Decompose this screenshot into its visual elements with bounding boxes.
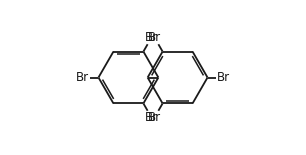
Text: Br: Br (145, 31, 158, 44)
Text: Br: Br (145, 111, 158, 124)
Text: Br: Br (148, 111, 161, 124)
Text: Br: Br (148, 31, 161, 44)
Text: Br: Br (76, 71, 89, 84)
Text: Br: Br (217, 71, 230, 84)
